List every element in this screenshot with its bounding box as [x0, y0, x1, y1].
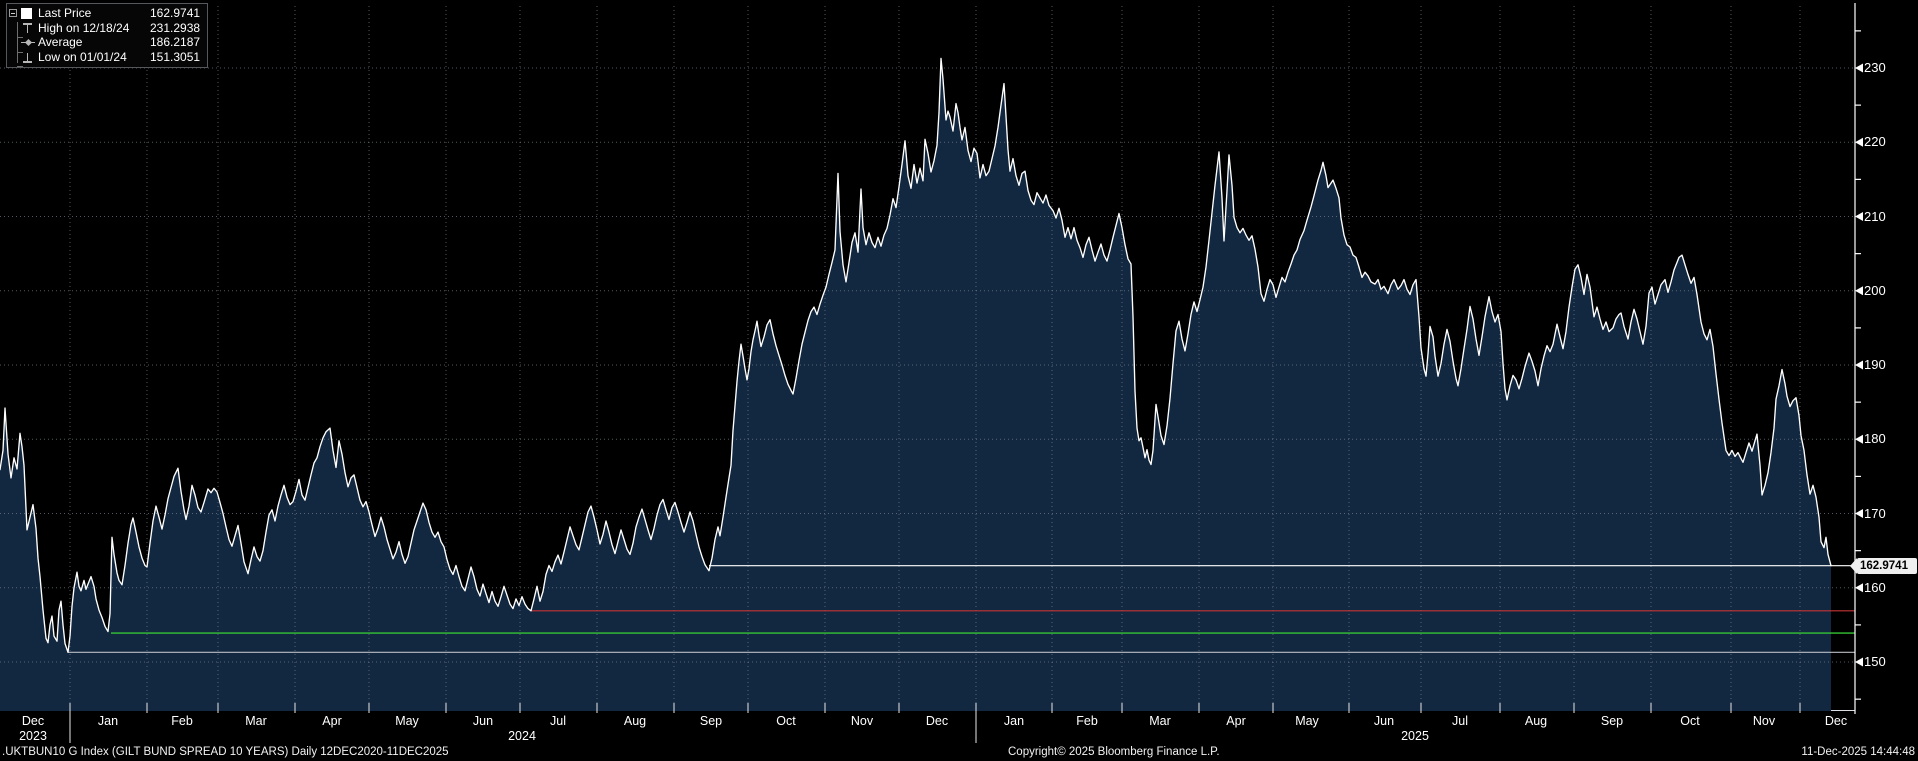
x-axis-month-label[interactable]: Nov	[1752, 714, 1776, 728]
x-axis-month-label[interactable]: Jun	[1373, 714, 1395, 728]
x-axis-month-label[interactable]: Jun	[472, 714, 494, 728]
x-axis-month-label[interactable]: May	[395, 714, 419, 728]
x-axis-month-label[interactable]: Sep	[1600, 714, 1624, 728]
x-axis-month-label[interactable]: Mar	[245, 714, 267, 728]
x-axis-month-label[interactable]: Sep	[699, 714, 723, 728]
legend-label: Low on 01/01/24	[38, 49, 127, 64]
x-axis-month-label[interactable]: Mar	[1149, 714, 1171, 728]
x-axis-month-label[interactable]: Dec	[1824, 714, 1848, 728]
status-bar: .UKTBUN10 G Index (GILT BUND SPREAD 10 Y…	[0, 744, 1918, 761]
x-axis-month-label[interactable]: Feb	[1076, 714, 1098, 728]
y-tick-arrow-icon	[1855, 63, 1863, 73]
x-axis-month-label[interactable]: Jan	[1003, 714, 1025, 728]
legend-label: Average	[38, 35, 83, 49]
y-tick-arrow-icon	[1855, 137, 1863, 147]
y-tick-arrow-icon	[1855, 509, 1863, 519]
x-axis-month-label[interactable]: Feb	[171, 714, 193, 728]
y-axis-label[interactable]: 210	[1864, 208, 1886, 224]
y-axis-label[interactable]: 180	[1864, 431, 1886, 447]
y-tick-arrow-icon	[1855, 657, 1863, 667]
y-tick-arrow-icon	[1855, 583, 1863, 593]
last-price-swatch-icon	[21, 7, 32, 19]
low-marker-icon	[23, 52, 32, 63]
y-axis-label[interactable]: 220	[1864, 134, 1886, 150]
y-axis-label[interactable]: 170	[1864, 505, 1886, 521]
legend-value: 162.9741	[150, 6, 201, 20]
price-area-fill	[0, 58, 1831, 711]
x-axis-month-label[interactable]: Apr	[322, 714, 342, 728]
x-axis-month-label[interactable]: Apr	[1226, 714, 1246, 728]
legend-row-low[interactable]: Low on 01/01/24 151.3051	[7, 50, 207, 65]
legend-row-average[interactable]: Average 186.2187	[7, 35, 207, 50]
y-axis-label[interactable]: 200	[1864, 282, 1886, 298]
x-axis-month-label[interactable]: Jan	[97, 714, 119, 728]
legend-row-high[interactable]: High on 12/18/24 231.2938	[7, 21, 207, 36]
legend-label: Last Price	[38, 6, 92, 20]
legend-tree-line	[17, 22, 18, 63]
average-marker-icon	[21, 38, 35, 46]
x-axis-year-label[interactable]: 2025	[1401, 729, 1429, 743]
legend-value: 231.2938	[150, 20, 201, 35]
x-axis-month-label[interactable]: Nov	[850, 714, 874, 728]
legend-box[interactable]: Last Price 162.9741 High on 12/18/24 231…	[6, 3, 208, 68]
y-axis-label[interactable]: 160	[1864, 579, 1886, 595]
legend-tree-stub	[17, 66, 23, 67]
x-axis-month-label[interactable]: Oct	[776, 714, 796, 728]
y-axis-label[interactable]: 230	[1864, 60, 1886, 75]
legend-tree-stub	[17, 51, 23, 53]
y-tick-arrow-icon	[1855, 212, 1863, 222]
security-description: .UKTBUN10 G Index (GILT BUND SPREAD 10 Y…	[2, 746, 449, 758]
y-tick-arrow-icon	[1855, 286, 1863, 296]
x-axis-month-label[interactable]: Dec	[925, 714, 949, 728]
x-axis-month-label[interactable]: May	[1295, 714, 1319, 728]
x-axis-month-label[interactable]: Dec	[21, 714, 45, 728]
legend-row-last-price[interactable]: Last Price 162.9741	[7, 6, 207, 21]
legend-tree-stub	[17, 37, 23, 38]
x-axis-month-label[interactable]: Jul	[1452, 714, 1468, 728]
legend-collapse-icon[interactable]	[9, 9, 17, 17]
x-axis-month-label[interactable]: Aug	[623, 714, 647, 728]
y-axis-label[interactable]: 190	[1864, 357, 1886, 373]
x-axis-year-label[interactable]: 2024	[508, 729, 536, 743]
last-price-tag: 162.9741	[1850, 558, 1917, 574]
legend-value: 151.3051	[150, 49, 201, 64]
y-axis-label[interactable]: 150	[1864, 654, 1886, 670]
x-axis-month-label[interactable]: Aug	[1524, 714, 1548, 728]
timestamp: 11-Dec-2025 14:44:48	[1801, 746, 1915, 758]
legend-value: 186.2187	[150, 35, 201, 49]
x-axis-month-label[interactable]: Jul	[550, 714, 566, 728]
y-tick-arrow-icon	[1855, 434, 1863, 444]
copyright-text: Copyright© 2025 Bloomberg Finance L.P.	[1008, 746, 1220, 758]
y-tick-arrow-icon	[1855, 360, 1863, 370]
x-axis-month-label[interactable]: Oct	[1680, 714, 1700, 728]
legend-label: High on 12/18/24	[38, 20, 130, 35]
x-axis-year-label[interactable]: 2023	[19, 729, 47, 743]
price-line	[0, 57, 1832, 653]
high-marker-icon	[23, 22, 32, 33]
